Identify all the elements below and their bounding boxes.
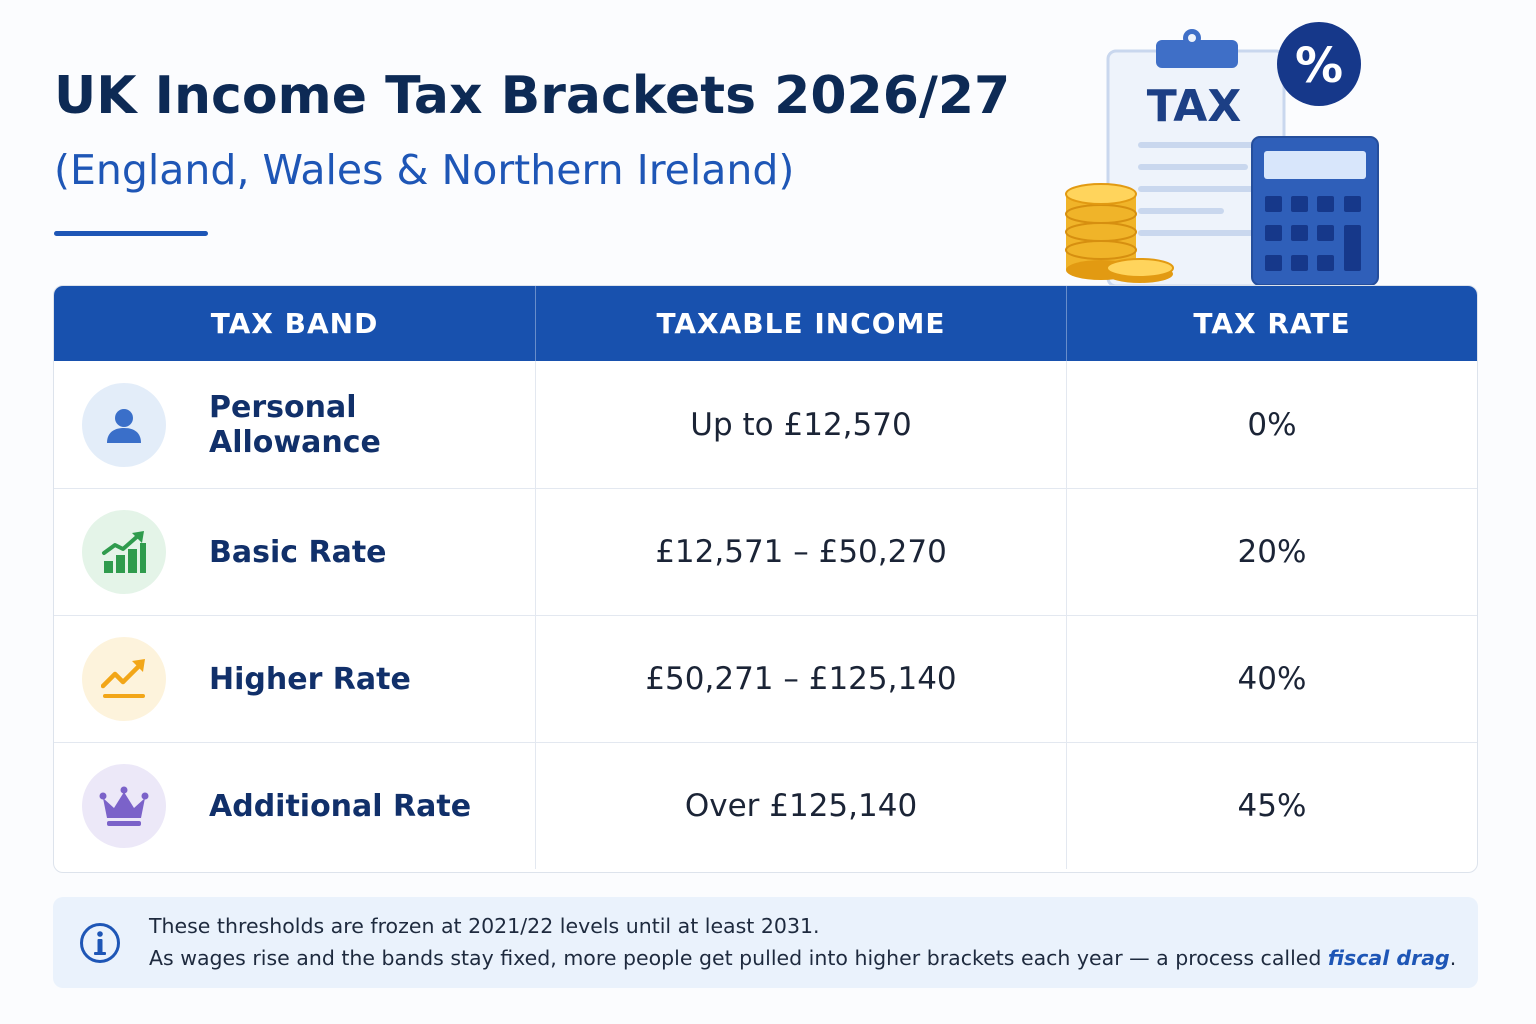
rate-cell: 45% [1237,788,1307,824]
rate-cell: 20% [1237,534,1307,570]
note-line-2-end: . [1449,946,1457,970]
table-row: Higher Rate £50,271 – £125,140 40% [54,615,1477,742]
coin-stack-icon [1065,183,1174,283]
tax-brackets-table: TAX BAND TAXABLE INCOME TAX RATE Persona… [53,285,1478,873]
trend-up-icon [82,637,166,721]
fiscal-drag-note: These thresholds are frozen at 2021/22 l… [53,897,1478,988]
percent-badge-icon: % [1277,22,1361,106]
title-underline [54,231,208,236]
income-cell: £12,571 – £50,270 [536,489,1067,615]
clipboard-icon: TAX [1106,29,1286,288]
income-cell: £50,271 – £125,140 [536,616,1067,742]
band-cell: Personal Allowance [54,361,536,488]
percent-symbol: % [1295,38,1343,94]
header-tax-rate: TAX RATE [1193,307,1351,340]
header-tax-band: TAX BAND [54,286,536,361]
rate-cell: 40% [1237,661,1307,697]
income-cell: Up to £12,570 [536,361,1067,488]
note-line-2: As wages rise and the bands stay fixed, … [149,946,1456,970]
clipboard-label: TAX [1147,81,1242,132]
table-row: Personal Allowance Up to £12,570 0% [54,361,1477,488]
band-name: Basic Rate [209,534,387,570]
note-line-2-text: As wages rise and the bands stay fixed, … [149,946,1328,970]
band-cell: Basic Rate [54,489,536,615]
band-cell: Additional Rate [54,743,536,869]
person-icon [82,382,166,467]
page-subtitle: (England, Wales & Northern Ireland) [54,146,795,194]
header-taxable-income: TAXABLE INCOME [536,286,1067,361]
fiscal-drag-term: fiscal drag [1327,946,1450,970]
info-icon [80,923,120,963]
band-cell: Higher Rate [54,616,536,742]
bar-chart-up-icon [82,510,166,594]
table-row: Basic Rate £12,571 – £50,270 20% [54,488,1477,615]
band-name: Personal Allowance [209,389,381,460]
calculator-icon [1251,136,1379,286]
note-line-1: These thresholds are frozen at 2021/22 l… [149,914,820,938]
crown-icon [82,764,166,848]
rate-cell: 0% [1247,406,1297,443]
band-name: Higher Rate [209,661,411,697]
tax-illustration: TAX % [1065,22,1379,288]
income-cell: Over £125,140 [536,743,1067,869]
table-header: TAX BAND TAXABLE INCOME TAX RATE [54,286,1477,361]
page-title: UK Income Tax Brackets 2026/27 [54,66,1011,126]
band-name: Additional Rate [209,788,472,824]
table-row: Additional Rate Over £125,140 45% [54,742,1477,869]
